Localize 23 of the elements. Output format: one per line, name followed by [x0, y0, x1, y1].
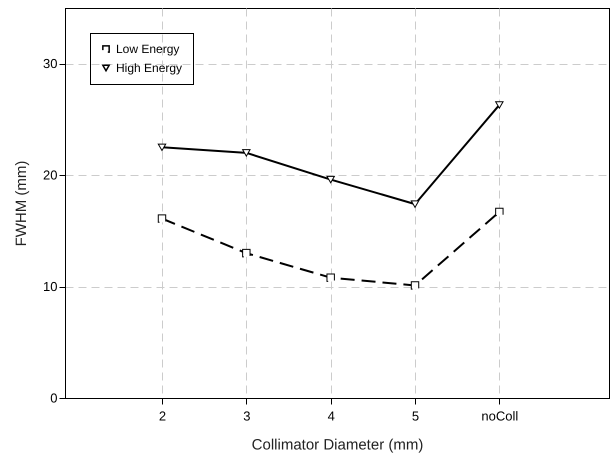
x-tick-label: 4 [328, 408, 335, 424]
point [495, 101, 504, 109]
x-tick-label: 2 [158, 408, 166, 424]
point [326, 176, 335, 184]
point [242, 149, 251, 157]
legend-label: Low Energy [116, 42, 180, 56]
x-tick-label: noColl [481, 408, 518, 424]
point [410, 281, 420, 290]
point [158, 214, 166, 223]
x-tick-label: 5 [412, 408, 420, 424]
legend-label: High Energy [116, 61, 182, 75]
point [242, 248, 251, 258]
point [410, 200, 420, 208]
point [158, 144, 166, 151]
point [495, 208, 504, 216]
point [326, 273, 335, 282]
y-axis-title: FWHM (mm) [13, 160, 30, 246]
y-tick-label: 0 [50, 390, 58, 406]
y-tick-label: 20 [43, 168, 58, 183]
y-tick-label: 10 [43, 279, 58, 294]
y-tick-label: 30 [43, 56, 58, 72]
x-axis-title: Collimator Diameter (mm) [252, 436, 424, 454]
x-tick-label: 3 [243, 408, 250, 424]
